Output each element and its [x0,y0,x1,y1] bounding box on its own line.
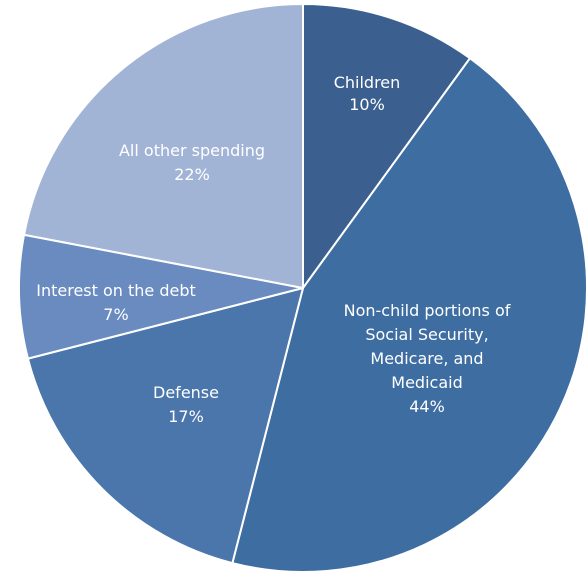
slice-value-label-2: 17% [168,407,204,426]
slice-value-label-3: 7% [103,305,128,324]
slice-label-1: Non-child portions of Social Security, Med… [344,301,511,416]
slice-name-label-1: Medicaid [391,373,462,392]
slice-name-label-3: Interest on the debt [36,281,196,300]
slice-label-0: Children 10% [334,73,401,114]
pie-slice-0 [302,2,472,292]
slice-name-label-4: All other spending [119,141,265,160]
slice-name-label-0: Children [334,73,401,92]
pie-slice-3 [18,233,304,360]
slice-value-label-4: 22% [174,165,210,184]
slice-name-label-1: Social Security, [365,325,488,344]
slice-label-2: Defense 17% [153,383,219,426]
slice-value-label-0: 10% [349,95,385,114]
slice-name-label-2: Defense [153,383,219,402]
pie-slice-4 [22,2,304,290]
slice-value-label-1: 44% [409,397,445,416]
slice-name-label-1: Non-child portions of [344,301,511,320]
pie-slice-1 [231,56,588,573]
slice-name-label-1: Medicare, and [370,349,483,368]
pie-slice-2 [26,286,305,565]
slice-label-4: All other spending 22% [119,141,265,184]
slice-label-3: Interest on the debt 7% [36,281,196,324]
